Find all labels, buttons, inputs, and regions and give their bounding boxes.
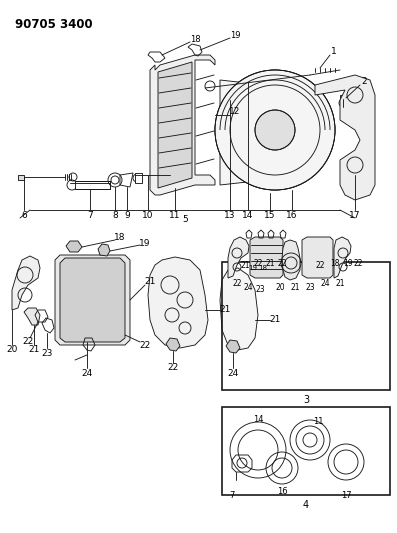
Text: 21: 21 (145, 278, 156, 287)
Text: 21: 21 (265, 259, 275, 268)
Text: 10: 10 (142, 211, 154, 220)
Polygon shape (24, 308, 40, 325)
Polygon shape (282, 240, 300, 280)
Text: 22: 22 (168, 364, 179, 373)
Polygon shape (98, 244, 110, 256)
Text: 4: 4 (303, 500, 309, 510)
Text: 22: 22 (232, 279, 242, 287)
Text: 20: 20 (275, 282, 285, 292)
Text: 21: 21 (290, 282, 300, 292)
Text: 18: 18 (330, 259, 340, 268)
Polygon shape (228, 237, 249, 278)
Polygon shape (150, 55, 215, 195)
Polygon shape (18, 175, 24, 180)
Text: 21: 21 (219, 305, 231, 314)
Polygon shape (315, 75, 375, 200)
Text: 12: 12 (229, 108, 241, 117)
Text: 19: 19 (249, 265, 258, 271)
Text: 24: 24 (81, 368, 93, 377)
Text: 23: 23 (305, 282, 315, 292)
Text: 21: 21 (335, 279, 345, 288)
Text: 1: 1 (331, 47, 337, 56)
Text: 90705 3400: 90705 3400 (15, 18, 93, 31)
Polygon shape (158, 62, 192, 188)
Text: 23: 23 (255, 286, 265, 295)
Polygon shape (166, 338, 180, 351)
Polygon shape (55, 255, 130, 345)
Polygon shape (135, 173, 142, 183)
Text: 13: 13 (224, 212, 236, 221)
Text: 19: 19 (230, 31, 240, 41)
Text: 19: 19 (139, 238, 151, 247)
Polygon shape (12, 256, 40, 310)
Polygon shape (226, 340, 240, 353)
Text: 21: 21 (28, 345, 40, 354)
Text: 22: 22 (315, 261, 325, 270)
Text: 3: 3 (303, 395, 309, 405)
Text: 6: 6 (21, 211, 27, 220)
Circle shape (255, 110, 295, 150)
Text: 14: 14 (242, 212, 254, 221)
Text: 24: 24 (243, 282, 253, 292)
Text: 14: 14 (253, 416, 263, 424)
Text: 8: 8 (112, 211, 118, 220)
Text: 22: 22 (253, 259, 263, 268)
Text: 9: 9 (124, 211, 130, 220)
Text: 5: 5 (182, 215, 188, 224)
Text: 23: 23 (41, 349, 53, 358)
Text: 19: 19 (343, 260, 353, 269)
Text: 18: 18 (258, 265, 268, 271)
Text: 18: 18 (190, 36, 200, 44)
Text: 2: 2 (361, 77, 367, 86)
Text: 7: 7 (87, 211, 93, 220)
Polygon shape (75, 181, 110, 189)
Circle shape (215, 70, 335, 190)
Text: 22: 22 (277, 259, 287, 268)
Polygon shape (66, 241, 82, 252)
Polygon shape (250, 237, 283, 278)
Text: 24: 24 (320, 279, 330, 287)
Text: 17: 17 (349, 212, 361, 221)
Bar (222, 262, 390, 390)
Text: 16: 16 (286, 212, 298, 221)
Text: 22: 22 (22, 337, 34, 346)
Bar (222, 407, 390, 495)
Polygon shape (340, 95, 346, 100)
Polygon shape (220, 80, 310, 185)
Text: 16: 16 (277, 488, 287, 497)
Polygon shape (60, 258, 125, 342)
Text: 24: 24 (227, 368, 239, 377)
Text: 17: 17 (341, 490, 351, 499)
Text: 22: 22 (353, 259, 363, 268)
Text: 15: 15 (264, 212, 276, 221)
Text: 11: 11 (169, 212, 181, 221)
Polygon shape (334, 237, 351, 278)
Polygon shape (302, 237, 333, 278)
Text: 21: 21 (269, 316, 281, 325)
Text: 21: 21 (240, 261, 250, 270)
Text: 11: 11 (313, 417, 323, 426)
Text: 22: 22 (139, 341, 150, 350)
Text: 20: 20 (6, 345, 18, 354)
Text: 18: 18 (114, 233, 126, 243)
Polygon shape (220, 268, 258, 350)
Polygon shape (148, 257, 208, 348)
Text: 7: 7 (229, 490, 235, 499)
